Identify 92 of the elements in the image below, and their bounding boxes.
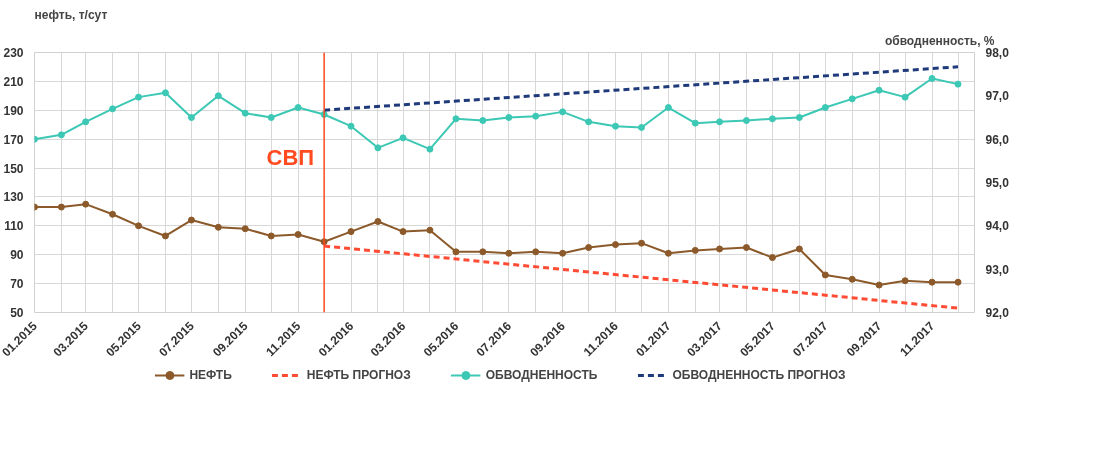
point [875,86,883,94]
point [267,114,275,121]
ref-line-label: СВП [266,144,315,170]
point [768,115,776,123]
y2-tick-label: 98,0 [985,46,1010,60]
point [452,115,460,123]
point [505,249,513,257]
point [479,117,487,125]
point [612,241,619,249]
y-tick-label: 170 [3,132,24,147]
point [742,244,750,251]
point [505,114,513,121]
point [901,277,909,285]
legend-label: ОБВОДНЕННОСТЬ ПРОГНОЗ [672,368,846,382]
point [716,118,724,126]
point [57,203,65,211]
point [109,210,117,218]
point [585,118,593,126]
point [374,218,382,225]
point [691,246,699,254]
point [426,145,434,153]
point [479,248,487,256]
y-axis-title: нефть, т/сут [34,7,108,22]
y-tick-label: 210 [3,74,24,89]
y-tick-label: 90 [10,248,24,263]
point [768,254,776,262]
point [374,144,382,152]
point [742,117,750,125]
point [82,118,90,126]
point [585,244,593,251]
point [426,226,434,234]
point [638,239,646,247]
y2-tick-label: 93,0 [985,262,1010,277]
point [82,200,90,208]
point [664,104,672,112]
point [135,93,143,101]
point [241,225,249,233]
point [954,80,962,88]
point [241,109,249,117]
point [848,275,856,283]
point [161,89,169,97]
point [821,104,829,112]
point [452,248,460,256]
y2-tick-label: 97,0 [985,89,1010,104]
point [795,114,803,121]
point [135,222,143,230]
point [901,93,909,101]
point [267,232,275,240]
y2-tick-label: 96,0 [985,132,1010,147]
point [795,245,803,253]
point [848,95,856,103]
y2-tick-label: 92,0 [985,306,1010,320]
point [559,108,567,116]
point [399,228,407,236]
point [187,114,195,121]
point [57,131,65,139]
point [875,281,883,289]
point [347,122,355,130]
point [532,248,540,256]
point [928,278,936,286]
point [559,249,567,257]
point [187,216,195,224]
point [664,249,672,257]
point [214,92,222,100]
y-tick-label: 190 [3,103,24,118]
y2-tick-label: 95,0 [985,176,1010,190]
y2-tick-label: 94,0 [985,219,1010,234]
point [821,271,829,279]
legend-label: НЕФТЬ ПРОГНОЗ [306,368,411,382]
y-tick-label: 130 [3,190,24,205]
legend-label: НЕФТЬ [189,368,232,382]
point [928,75,936,82]
point [399,134,407,142]
y-tick-label: 50 [10,306,24,320]
y2-axis-title: обводненность, % [884,33,995,48]
point [294,104,302,112]
point [612,122,619,130]
point [214,223,222,231]
point [294,231,302,238]
point [954,278,962,286]
y-tick-label: 150 [3,161,24,176]
y-tick-label: 70 [10,277,24,292]
y-tick-label: 110 [4,219,24,234]
point [532,112,540,120]
legend-label: ОБВОДНЕННОСТЬ [485,368,598,382]
y-tick-label: 230 [3,46,24,60]
point [347,228,355,236]
point [638,123,646,131]
point [691,119,699,127]
point [109,105,117,113]
point [161,232,169,240]
point [716,245,724,253]
